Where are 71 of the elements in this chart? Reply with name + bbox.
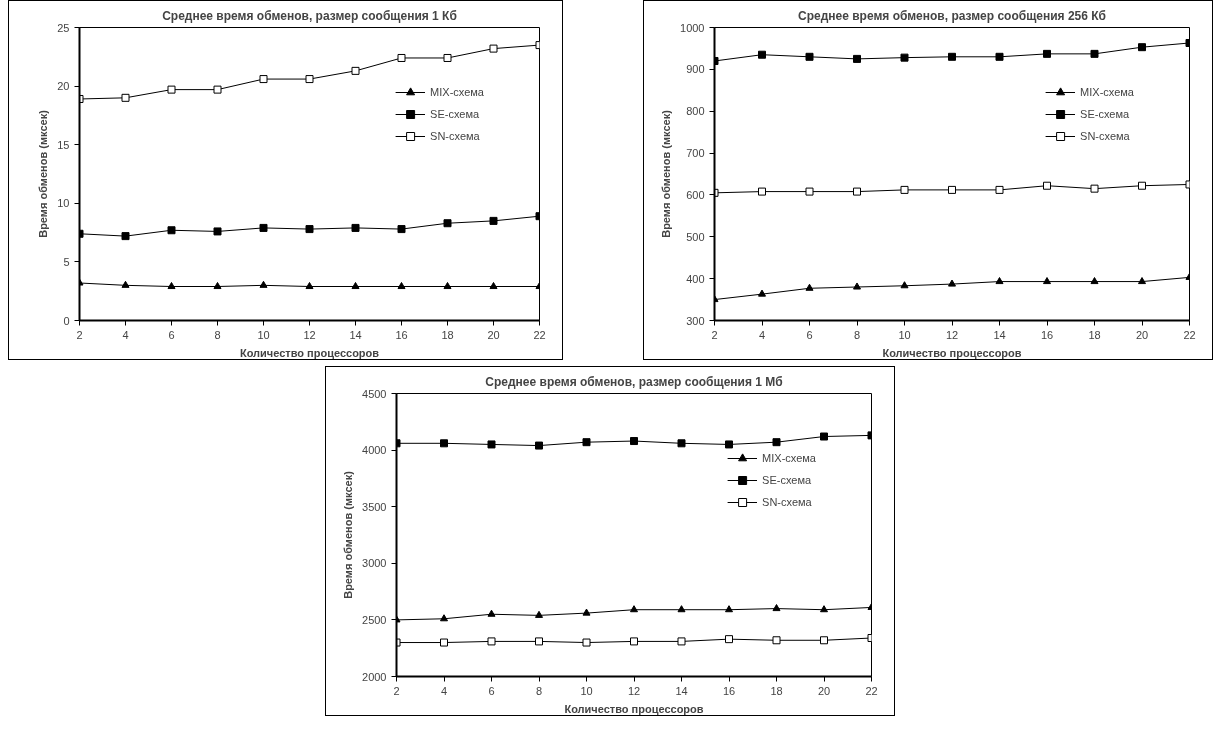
- x-axis-title: Количество процессоров: [882, 346, 1022, 359]
- x-tick-label: 22: [1183, 328, 1196, 341]
- legend-label: MIX-схема: [762, 452, 816, 464]
- y-tick-label: 700: [686, 147, 705, 160]
- y-tick-label: 4000: [362, 444, 387, 457]
- x-tick-label: 16: [1040, 328, 1054, 341]
- x-tick-label: 14: [349, 328, 362, 341]
- x-tick-label: 20: [1135, 328, 1149, 341]
- x-tick-label: 8: [214, 328, 221, 341]
- y-tick-label: 3500: [362, 500, 387, 513]
- x-tick-label: 6: [488, 684, 495, 697]
- x-tick-label: 10: [580, 684, 593, 697]
- y-tick-label: 600: [686, 188, 705, 201]
- x-tick-label: 6: [168, 328, 175, 341]
- x-tick-label: 8: [535, 684, 543, 697]
- y-axis-title: Время обменов (мксек): [660, 109, 673, 238]
- chart-title: Среднее время обменов, размер сообщения 256 Кб: [797, 8, 1107, 23]
- x-tick-label: 4: [440, 684, 448, 697]
- x-tick-label: 2: [711, 328, 718, 341]
- legend-label: SE-схема: [430, 108, 480, 120]
- x-tick-label: 18: [770, 684, 783, 697]
- x-tick-label: 18: [441, 328, 454, 341]
- y-tick-label: 10: [57, 197, 70, 210]
- x-tick-label: 12: [945, 328, 959, 341]
- x-tick-label: 6: [806, 328, 813, 341]
- x-tick-label: 14: [993, 328, 1006, 341]
- x-tick-label: 12: [627, 684, 641, 697]
- x-tick-label: 2: [76, 328, 83, 341]
- legend-label: SN-схема: [1080, 130, 1130, 142]
- y-tick-label: 400: [686, 272, 705, 285]
- x-tick-label: 4: [758, 328, 766, 341]
- x-tick-label: 10: [257, 328, 270, 341]
- legend-label: MIX-схема: [1080, 86, 1134, 98]
- y-tick-label: 2000: [362, 670, 387, 683]
- legend-label: SN-схема: [762, 496, 812, 508]
- x-tick-label: 16: [722, 684, 736, 697]
- x-tick-label: 18: [1088, 328, 1101, 341]
- y-tick-label: 4500: [362, 387, 387, 400]
- y-tick-label: 25: [57, 21, 70, 34]
- y-tick-label: 900: [686, 63, 705, 76]
- x-tick-label: 14: [675, 684, 688, 697]
- legend-label: SN-схема: [430, 130, 480, 142]
- x-axis-title: Количество процессоров: [564, 702, 704, 715]
- y-tick-label: 2500: [362, 613, 387, 626]
- x-tick-label: 10: [898, 328, 911, 341]
- y-tick-label: 5: [63, 255, 70, 268]
- y-tick-label: 0: [63, 314, 70, 327]
- x-tick-label: 16: [395, 328, 408, 341]
- y-tick-label: 800: [686, 105, 705, 118]
- x-tick-label: 20: [487, 328, 500, 341]
- legend-label: SE-схема: [1080, 108, 1130, 120]
- x-tick-label: 4: [122, 328, 129, 341]
- y-axis-title: Время обменов (мксек): [37, 109, 50, 238]
- y-tick-label: 1000: [680, 21, 705, 34]
- x-tick-label: 8: [853, 328, 861, 341]
- y-tick-label: 3000: [362, 557, 387, 570]
- y-tick-label: 20: [57, 80, 70, 93]
- x-tick-label: 22: [865, 684, 878, 697]
- chart-title: Среднее время обменов, размер сообщения 1 Кб: [162, 8, 457, 23]
- chart-title: Среднее время обменов, размер сообщения 1 Мб: [485, 374, 783, 389]
- legend-label: MIX-схема: [430, 86, 484, 98]
- y-tick-label: 15: [57, 138, 70, 151]
- x-tick-label: 22: [533, 328, 546, 341]
- legend-label: SE-схема: [762, 474, 812, 486]
- x-tick-label: 20: [817, 684, 831, 697]
- y-axis-title: Время обменов (мксек): [342, 470, 355, 599]
- y-tick-label: 300: [686, 314, 705, 327]
- x-tick-label: 2: [393, 684, 400, 697]
- x-tick-label: 12: [303, 328, 316, 341]
- y-tick-label: 500: [686, 230, 705, 243]
- x-axis-title: Количество процессоров: [239, 346, 380, 359]
